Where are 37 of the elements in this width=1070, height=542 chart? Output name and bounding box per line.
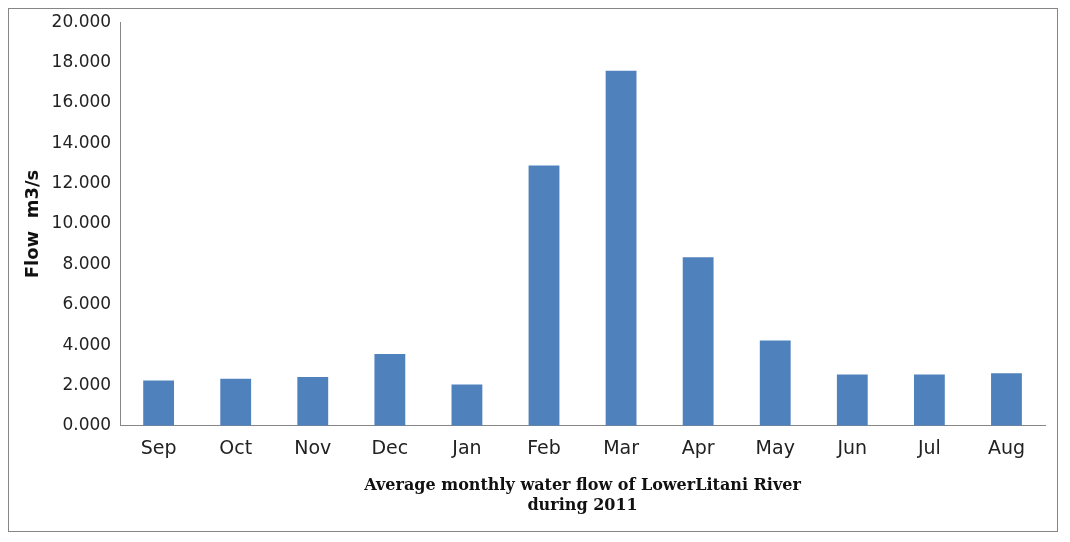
bar [836,374,868,426]
x-tick-label: Mar [603,436,640,459]
y-tick-label: 10.000 [51,212,112,233]
bar [605,70,637,426]
bar [682,257,714,426]
bar [451,384,483,426]
bar [143,380,175,426]
bar [913,374,945,426]
bar [759,340,791,426]
bar [374,353,406,426]
x-tick-label: May [755,436,795,459]
y-tick-label: 20.000 [51,10,112,31]
y-tick-label: 16.000 [51,91,112,112]
bar [220,378,252,426]
x-tick-label: Sep [140,436,177,459]
x-tick-label: Feb [527,436,561,459]
x-tick-label: Apr [681,436,715,459]
x-tick-label: Jun [836,436,868,459]
y-tick-label: 4.000 [62,333,112,354]
x-tick-label: Jul [916,436,941,459]
y-tick-label: 0.000 [62,414,112,435]
y-tick-label: 18.000 [51,50,112,71]
bar [528,165,560,426]
x-axis-title: Average monthly water flow of LowerLitani River during 2011 [363,475,802,514]
y-tick-label: 12.000 [51,172,112,193]
bar [297,376,329,426]
x-tick-label: Dec [371,436,409,459]
y-axis-title: Flow m3/s [21,169,43,279]
x-tick-label: Oct [219,436,253,459]
x-tick-label: Jan [451,436,482,459]
y-tick-label: 6.000 [62,293,112,314]
y-tick-label: 2.000 [62,373,112,394]
x-tick-label: Aug [987,436,1026,459]
x-tick-label: Nov [294,436,332,459]
y-tick-label: 8.000 [62,252,112,273]
y-tick-label: 14.000 [51,131,112,152]
bar [991,373,1022,426]
